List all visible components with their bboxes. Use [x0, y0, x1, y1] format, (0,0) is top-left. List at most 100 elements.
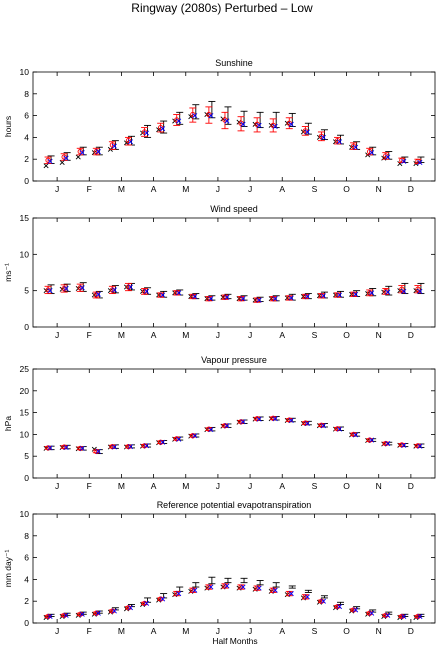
x-tick-label: J [55, 481, 59, 491]
x-tick-label: S [312, 184, 318, 194]
x-tick-label: A [151, 481, 157, 491]
x-tick-label: J [55, 626, 59, 636]
data-point-circle [415, 158, 421, 165]
x-tick-label: N [376, 626, 382, 636]
data-point-x [79, 445, 85, 451]
data-point-x [337, 139, 343, 145]
data-point-x [304, 293, 310, 299]
x-mark-b [47, 445, 53, 451]
x-mark-b [91, 446, 97, 452]
x-tick-label: S [312, 330, 318, 340]
data-point-x [156, 127, 162, 133]
x-mark-b [160, 439, 166, 445]
data-point-x [63, 612, 69, 618]
x-mark-b [401, 613, 407, 619]
y-tick-label: 0 [24, 176, 29, 186]
data-point-x [95, 291, 101, 297]
x-tick-label: J [216, 184, 220, 194]
data-point-circle [350, 143, 357, 149]
x-tick-label: J [55, 330, 59, 340]
x-mark-b [208, 584, 214, 590]
x-mark-b [79, 150, 85, 156]
x-tick-label: J [248, 330, 252, 340]
data-point-x [47, 445, 53, 451]
x-tick-label: F [87, 330, 92, 340]
data-point-x [160, 439, 166, 445]
data-point-x [240, 121, 246, 127]
y-tick-label: 0 [24, 322, 29, 332]
series-observed-point [43, 284, 419, 303]
data-point-x [353, 291, 359, 297]
x-mark-b [369, 150, 375, 156]
x-mark-b [95, 291, 101, 297]
x-tick-label: D [408, 481, 414, 491]
x-mark-b [188, 114, 194, 120]
x-tick-label: M [182, 330, 189, 340]
plot-frame [32, 368, 436, 479]
data-point-x [369, 290, 375, 296]
data-point-x [59, 159, 65, 165]
x-tick-label: N [376, 184, 382, 194]
y-axis-label: mm day⁻¹ [3, 550, 13, 588]
data-point-circle [222, 117, 228, 123]
data-point-x [176, 436, 182, 442]
x-mark-b [176, 118, 182, 124]
x-mark-b [369, 610, 375, 616]
data-point-circle [334, 138, 341, 144]
series-simulated [47, 583, 423, 619]
data-point-x [256, 585, 262, 591]
x-mark-b [240, 296, 246, 302]
data-point-x [192, 433, 198, 439]
data-point-x [160, 126, 166, 132]
x-tick-label: A [279, 481, 285, 491]
data-point-x [385, 154, 391, 160]
x-mark-b [79, 285, 85, 291]
data-point-x [47, 158, 53, 164]
data-point-x [401, 158, 407, 164]
data-point-x [369, 150, 375, 156]
panel-title: Vapour pressure [201, 355, 267, 365]
panel-1: Sunshine hours 0 2 4 6 8 10 J F M A M J J A S O N D [3, 58, 436, 194]
series-observed-point [43, 416, 419, 452]
x-mark-b [353, 607, 359, 613]
x-tick-label: M [182, 184, 189, 194]
x-mark-b [111, 287, 117, 293]
panel-3: Vapour pressure hPa 0 5 10 15 20 25 J F M A M J J A S O N D [3, 355, 436, 491]
data-point-x [369, 610, 375, 616]
x-mark-b [320, 423, 326, 429]
x-tick-label: A [151, 184, 157, 194]
data-point-x [401, 613, 407, 619]
data-point-circle [286, 120, 292, 126]
data-point-x [63, 155, 69, 161]
data-point-x [417, 159, 423, 165]
x-mark-b [192, 293, 198, 299]
panel-title: Wind speed [210, 204, 258, 214]
x-mark-b [353, 432, 359, 438]
x-tick-label: M [182, 481, 189, 491]
x-mark-b [95, 448, 101, 454]
x-mark-b [192, 433, 198, 439]
x-mark-b [337, 139, 343, 145]
x-mark-b [127, 284, 133, 290]
data-point-circle [157, 124, 164, 131]
x-tick-label: F [87, 184, 92, 194]
x-tick-label: A [279, 626, 285, 636]
data-point-x [272, 296, 278, 302]
data-point-x [144, 443, 150, 449]
data-point-x [320, 598, 326, 604]
data-point-x [208, 427, 214, 433]
data-point-circle [109, 142, 116, 148]
x-mark-b [75, 154, 81, 160]
data-point-circle [206, 111, 212, 118]
data-point-x [127, 139, 133, 145]
x-tick-label: M [182, 626, 189, 636]
x-mark-b [304, 129, 310, 135]
data-point-x [63, 285, 69, 292]
data-point-x [95, 610, 101, 616]
data-point-x [337, 426, 343, 432]
x-mark-b [256, 416, 262, 422]
data-point-x [224, 423, 230, 429]
x-mark-b [385, 154, 391, 160]
panel-4: Reference potential evapotranspiration mm… [3, 500, 436, 636]
